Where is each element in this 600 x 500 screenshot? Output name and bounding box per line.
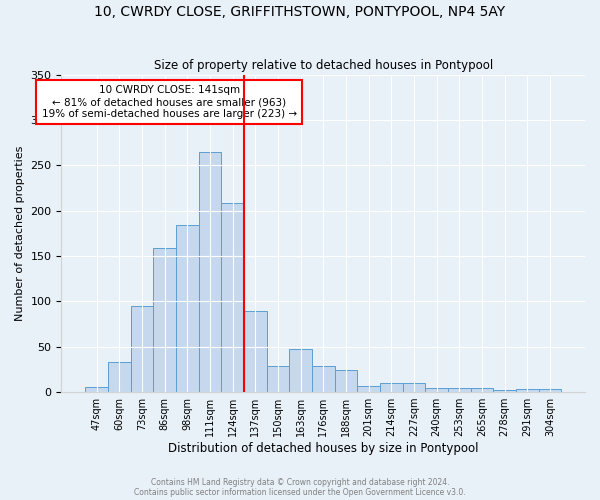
Bar — [470, 388, 493, 392]
Bar — [539, 390, 561, 392]
Bar — [289, 348, 312, 392]
Bar — [403, 383, 425, 392]
Text: Contains HM Land Registry data © Crown copyright and database right 2024.
Contai: Contains HM Land Registry data © Crown c… — [134, 478, 466, 497]
Bar — [131, 306, 153, 392]
Bar — [357, 386, 380, 392]
Title: Size of property relative to detached houses in Pontypool: Size of property relative to detached ho… — [154, 59, 493, 72]
Bar — [176, 225, 199, 392]
Bar — [108, 362, 131, 392]
Text: 10 CWRDY CLOSE: 141sqm
← 81% of detached houses are smaller (963)
19% of semi-de: 10 CWRDY CLOSE: 141sqm ← 81% of detached… — [41, 86, 296, 118]
Bar — [153, 248, 176, 392]
Bar — [85, 386, 108, 392]
Bar — [448, 388, 470, 392]
Text: 10, CWRDY CLOSE, GRIFFITHSTOWN, PONTYPOOL, NP4 5AY: 10, CWRDY CLOSE, GRIFFITHSTOWN, PONTYPOO… — [94, 5, 506, 19]
Bar — [516, 390, 539, 392]
Bar — [335, 370, 357, 392]
Bar — [425, 388, 448, 392]
Bar — [199, 152, 221, 392]
X-axis label: Distribution of detached houses by size in Pontypool: Distribution of detached houses by size … — [168, 442, 478, 455]
Bar — [221, 204, 244, 392]
Y-axis label: Number of detached properties: Number of detached properties — [15, 146, 25, 321]
Bar — [493, 390, 516, 392]
Bar — [244, 312, 266, 392]
Bar — [380, 383, 403, 392]
Bar — [266, 366, 289, 392]
Bar — [312, 366, 335, 392]
